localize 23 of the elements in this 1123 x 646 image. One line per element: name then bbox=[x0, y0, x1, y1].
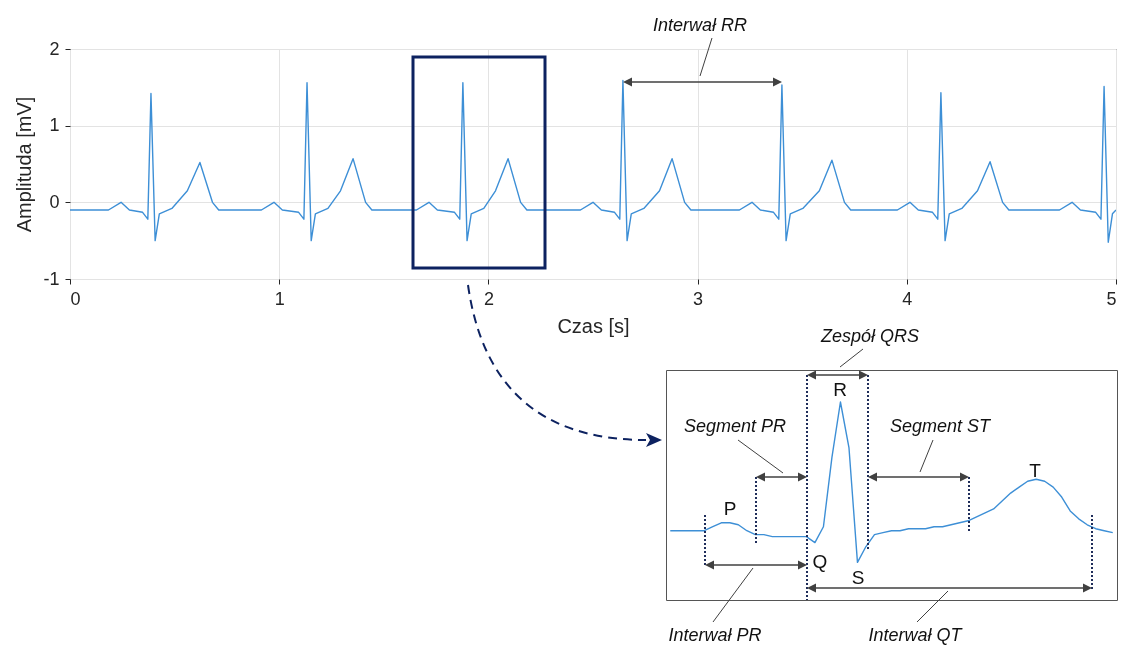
annotation: Q bbox=[812, 551, 828, 572]
x-tick-label: 1 bbox=[274, 288, 285, 309]
text: Interwał RR bbox=[652, 15, 748, 35]
annotation: T bbox=[1029, 460, 1042, 481]
y-tick-label: -1 bbox=[43, 268, 60, 289]
y-tick-label: 2 bbox=[49, 38, 60, 59]
x-tick-label: 3 bbox=[693, 288, 704, 309]
y-tick-label: 1 bbox=[49, 115, 60, 136]
text: Zespół QRS bbox=[819, 326, 920, 346]
y-tick-label: 0 bbox=[49, 191, 60, 212]
text: Interwał QT bbox=[868, 625, 964, 645]
annotation: P bbox=[723, 498, 737, 519]
text: R bbox=[833, 379, 847, 400]
y-axis-title: Amplituda [mV] bbox=[13, 96, 36, 233]
x-tick-label: 2 bbox=[483, 288, 494, 309]
x-tick-label: 4 bbox=[902, 288, 913, 309]
annotation: Segment PR bbox=[683, 416, 787, 436]
x-tick-label: 0 bbox=[70, 288, 81, 309]
x-tick-label: 5 bbox=[1106, 288, 1117, 309]
annotation: S bbox=[851, 567, 865, 588]
x-axis-title: Czas [s] bbox=[557, 314, 630, 337]
annotation: Segment ST bbox=[889, 416, 993, 436]
text: Interwał PR bbox=[668, 625, 762, 645]
